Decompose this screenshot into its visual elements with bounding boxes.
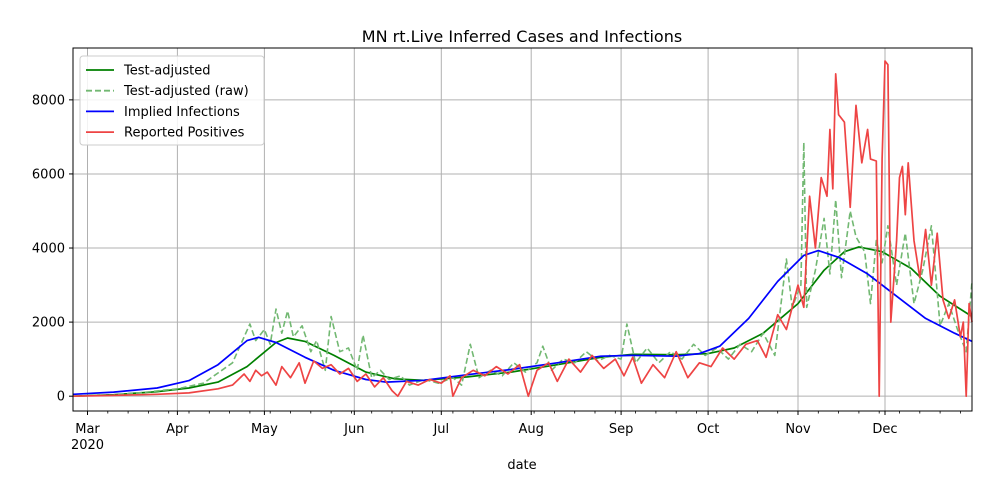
y-tick-label: 2000 xyxy=(32,316,65,331)
x-tick-sublabel: 2020 xyxy=(71,438,104,453)
legend-label: Reported Positives xyxy=(124,126,245,141)
y-tick-label: 6000 xyxy=(32,167,65,182)
x-tick-label: Nov xyxy=(785,422,811,437)
y-tick-label: 4000 xyxy=(32,242,65,257)
x-tick-label: Apr xyxy=(166,422,189,437)
y-tick-label: 8000 xyxy=(32,93,65,108)
series-line-reported-positives xyxy=(72,60,973,398)
legend-label: Test-adjusted xyxy=(123,64,210,79)
x-tick-label: Aug xyxy=(519,422,544,437)
chart-title: MN rt.Live Inferred Cases and Infections xyxy=(362,27,682,46)
x-axis-label: date xyxy=(507,458,536,473)
series-line-implied-infections xyxy=(72,249,973,396)
x-tick-label: May xyxy=(251,422,278,437)
legend-label: Test-adjusted (raw) xyxy=(123,84,249,99)
x-tick-label: Mar xyxy=(75,422,100,437)
legend: Test-adjusted Test-adjusted (raw) Implied … xyxy=(79,55,265,146)
x-tick-label: Jun xyxy=(343,422,364,437)
series-layer xyxy=(72,60,973,398)
x-tick-label: Dec xyxy=(872,422,897,437)
y-tick-label: 0 xyxy=(57,390,65,405)
legend-label: Implied Infections xyxy=(124,105,240,120)
plot-frame xyxy=(72,47,973,412)
series-line-test-adjusted xyxy=(72,246,973,398)
x-tick-label: Sep xyxy=(609,422,634,437)
legend-box xyxy=(79,55,265,146)
x-tick-label: Jul xyxy=(432,422,449,437)
x-tick-label: Oct xyxy=(697,422,719,437)
